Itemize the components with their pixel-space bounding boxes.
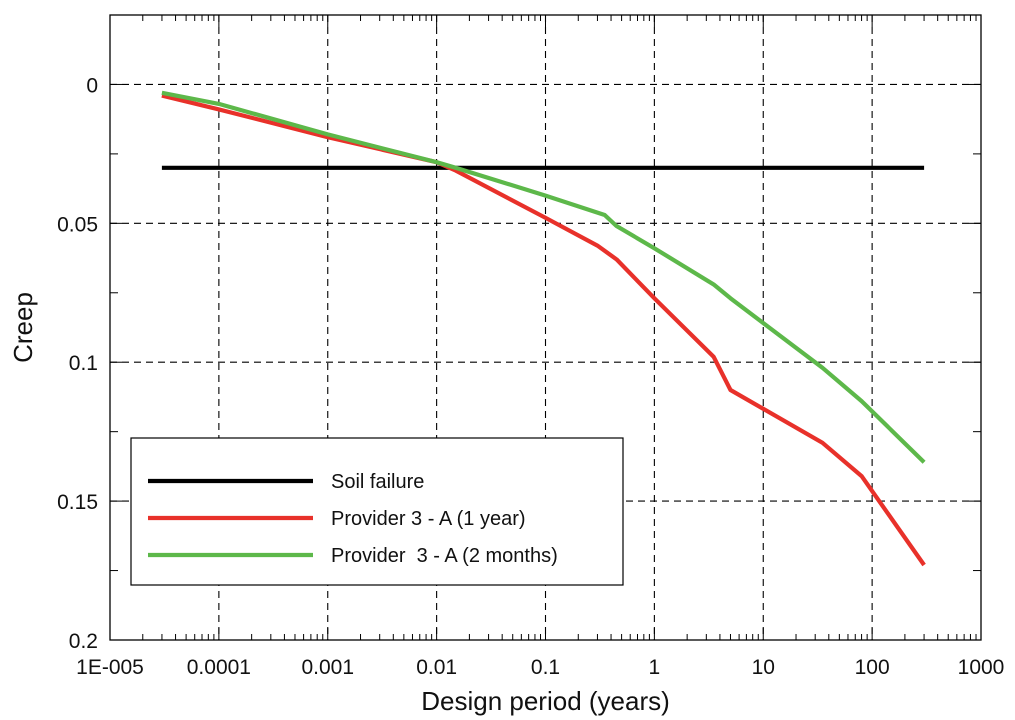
y-axis-title: Creep bbox=[8, 292, 38, 363]
x-tick-label: 1 bbox=[649, 656, 661, 679]
y-tick-label: 0.2 bbox=[69, 630, 98, 653]
plot-frame bbox=[109, 14, 982, 641]
x-tick-label: 0.01 bbox=[416, 656, 457, 679]
y-tick-label: 0 bbox=[86, 74, 98, 97]
series-line-2 bbox=[161, 93, 926, 567]
x-axis-title: Design period (years) bbox=[421, 686, 670, 716]
x-tick-label: 0.1 bbox=[531, 656, 560, 679]
legend-items: Soil failure Provider 3 - A (1 year) Provi… bbox=[148, 471, 558, 567]
y-tick-labels: 0 0.05 0.1 0.15 0.2 bbox=[57, 74, 98, 653]
x-tick-label: 10 bbox=[752, 656, 775, 679]
legend-box bbox=[130, 437, 624, 586]
x-tick-label: 0.001 bbox=[301, 656, 354, 679]
x-tick-label: 1E-005 bbox=[76, 656, 144, 679]
legend-label-3: Provider 3 - A (2 months) bbox=[331, 545, 558, 567]
series-line-3 bbox=[161, 90, 926, 464]
x-tick-label: 0.0001 bbox=[187, 656, 251, 679]
x-tick-labels: 1E-005 0.0001 0.001 0.01 0.1 1 10 100 1000 bbox=[76, 656, 1004, 679]
legend-label-1: Soil failure bbox=[331, 471, 424, 493]
y-tick-label: 0.05 bbox=[57, 213, 98, 236]
y-tick-label: 0.1 bbox=[69, 352, 98, 375]
x-tick-label: 100 bbox=[855, 656, 890, 679]
y-tick-label: 0.15 bbox=[57, 491, 98, 514]
minor-ticks bbox=[109, 14, 981, 641]
x-tick-label: 1000 bbox=[958, 656, 1005, 679]
series-lines bbox=[161, 90, 926, 567]
legend: Soil failure Provider 3 - A (1 year) Provi… bbox=[130, 437, 624, 586]
legend-label-2: Provider 3 - A (1 year) bbox=[331, 508, 526, 530]
